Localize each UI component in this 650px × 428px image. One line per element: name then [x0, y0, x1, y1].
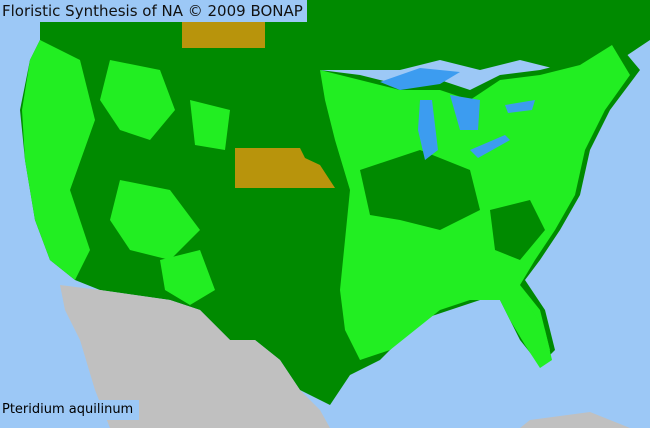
- lake-erie: [470, 135, 510, 158]
- map-title: Floristic Synthesis of NA © 2009 BONAP: [0, 0, 307, 22]
- species-label: Pteridium aquilinum: [0, 400, 140, 420]
- eastern-counties-dark: [360, 150, 480, 230]
- lake-superior: [380, 68, 460, 90]
- lake-ontario: [505, 100, 535, 113]
- gold-region-nebraska: [235, 148, 335, 188]
- utah-counties: [110, 180, 200, 260]
- florida: [500, 300, 552, 368]
- lake-huron: [450, 95, 480, 130]
- cuba: [520, 412, 630, 428]
- wyoming-counties: [190, 100, 230, 150]
- mexico-region: [60, 285, 330, 428]
- idaho-montana-counties: [100, 60, 175, 140]
- lake-michigan: [418, 100, 438, 160]
- appalachian-dark: [490, 200, 545, 260]
- arizona-counties: [160, 250, 215, 305]
- west-coast-counties: [22, 40, 95, 280]
